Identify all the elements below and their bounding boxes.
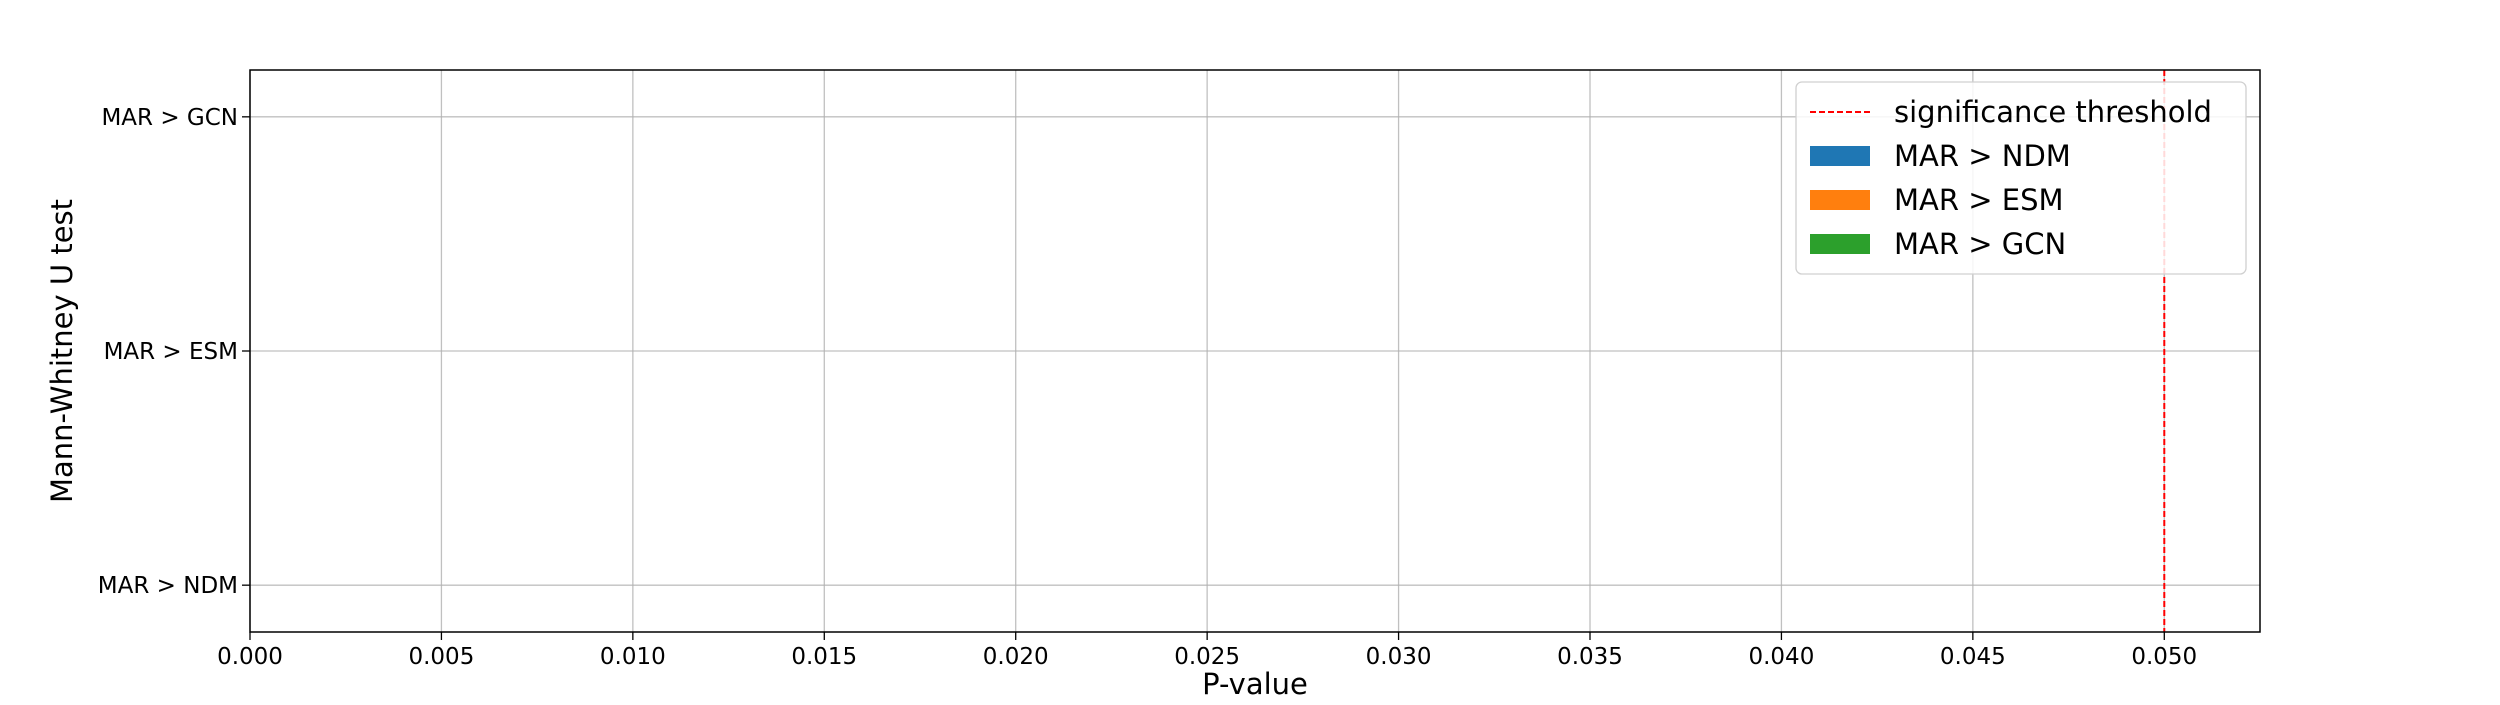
legend-box bbox=[1795, 81, 2247, 275]
legend-patch-swatch bbox=[1810, 146, 1870, 166]
legend-patch-swatch bbox=[1810, 190, 1870, 210]
x-axis-label: P-value bbox=[1202, 667, 1308, 700]
legend-label: significance threshold bbox=[1894, 95, 2212, 129]
legend-patch-swatch bbox=[1810, 234, 1870, 254]
x-tick-label: 0.020 bbox=[983, 644, 1049, 670]
x-tick-label: 0.005 bbox=[408, 644, 474, 670]
x-axis: 0.000 0.005 0.010 0.015 0.020 0.025 0.030 0.035… bbox=[217, 632, 2197, 670]
x-tick-label: 0.000 bbox=[217, 644, 283, 670]
legend-label: MAR > GCN bbox=[1894, 227, 2066, 261]
x-tick-label: 0.050 bbox=[2131, 644, 2197, 670]
y-axis: MAR > NDM MAR > ESM MAR > GCN bbox=[98, 105, 250, 599]
x-tick-label: 0.045 bbox=[1940, 644, 2006, 670]
x-tick-label: 0.035 bbox=[1557, 644, 1623, 670]
legend-label: MAR > NDM bbox=[1894, 139, 2071, 173]
x-tick-label: 0.025 bbox=[1174, 644, 1240, 670]
y-axis-label: Mann-Whitney U test bbox=[45, 199, 79, 503]
legend: significance threshold MAR > NDM MAR > ESM… bbox=[1795, 81, 2247, 275]
x-tick-label: 0.015 bbox=[791, 644, 857, 670]
y-tick-label: MAR > NDM bbox=[98, 573, 238, 599]
y-tick-label: MAR > ESM bbox=[104, 339, 238, 365]
legend-label: MAR > ESM bbox=[1894, 183, 2064, 217]
x-tick-label: 0.010 bbox=[600, 644, 666, 670]
y-tick-label: MAR > GCN bbox=[101, 105, 238, 131]
x-tick-label: 0.040 bbox=[1748, 644, 1814, 670]
x-tick-label: 0.030 bbox=[1366, 644, 1432, 670]
